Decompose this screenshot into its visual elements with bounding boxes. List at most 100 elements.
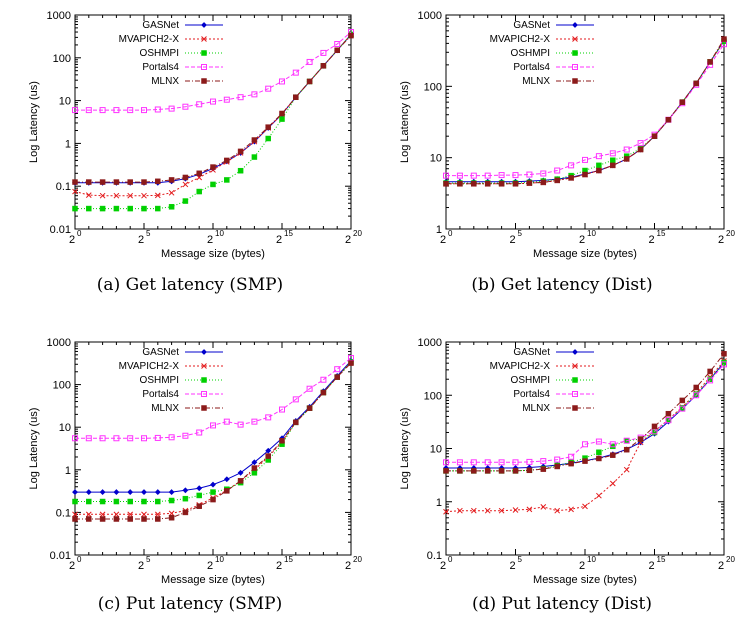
data-point	[155, 205, 161, 212]
data-point	[279, 406, 285, 413]
series-line	[446, 362, 725, 472]
data-point	[596, 167, 602, 174]
data-point	[201, 22, 207, 28]
data-point	[637, 140, 644, 147]
data-point	[196, 188, 202, 195]
data-point	[526, 467, 533, 474]
data-point	[679, 397, 686, 404]
legend-label: GASNet	[142, 347, 179, 358]
data-point	[334, 374, 340, 380]
x-tick-label-base: 2	[648, 234, 654, 246]
y-tick-label: 100	[424, 390, 442, 402]
data-point	[582, 458, 588, 464]
data-point	[224, 177, 230, 183]
data-point	[182, 174, 189, 181]
data-point	[568, 453, 575, 460]
data-point	[224, 488, 230, 494]
data-point	[72, 511, 78, 518]
data-point	[168, 497, 175, 504]
x-tick-label-base: 2	[276, 234, 282, 246]
series-mvapich2-x	[443, 358, 727, 515]
legend-label: MVAPICH2-X	[490, 34, 551, 45]
data-point	[265, 447, 272, 454]
data-point	[498, 507, 505, 514]
data-point	[113, 179, 120, 185]
x-tick-label-base: 2	[648, 560, 654, 572]
data-point	[457, 507, 463, 514]
data-point	[141, 435, 147, 442]
data-point	[572, 50, 578, 56]
x-tick-label-exp: 0	[77, 229, 82, 238]
x-tick-label-exp: 0	[448, 555, 453, 564]
data-point	[320, 376, 327, 383]
data-point	[251, 91, 258, 98]
data-point	[651, 133, 658, 139]
data-point	[113, 435, 120, 442]
x-tick-label-exp: 10	[587, 229, 596, 238]
data-point	[610, 452, 616, 458]
data-point	[665, 117, 672, 123]
data-point	[293, 94, 299, 100]
data-point	[99, 435, 106, 442]
data-point	[201, 64, 207, 70]
data-point	[554, 167, 561, 174]
data-point	[554, 507, 561, 514]
data-point	[168, 204, 175, 210]
data-point	[572, 64, 578, 70]
data-point	[292, 396, 299, 403]
x-tick-label-exp: 5	[518, 555, 523, 564]
data-point	[223, 476, 230, 483]
data-point	[113, 205, 120, 212]
data-point	[306, 58, 313, 65]
data-point	[127, 511, 134, 518]
series-gasnet	[72, 31, 354, 186]
data-point	[224, 157, 230, 164]
y-axis-label: Log Latency (us)	[28, 81, 40, 163]
data-point	[141, 107, 147, 114]
data-point	[127, 435, 134, 442]
data-point	[265, 453, 271, 459]
data-point	[707, 368, 713, 375]
data-point	[86, 516, 92, 522]
data-point	[113, 489, 120, 495]
data-point	[237, 148, 244, 155]
series-portals4	[443, 361, 727, 466]
data-point	[572, 22, 578, 28]
data-point	[334, 366, 341, 373]
panel-caption: (d) Put latency (Dist)	[472, 594, 652, 614]
data-point	[201, 36, 207, 42]
data-point	[292, 69, 299, 76]
data-point	[293, 419, 299, 426]
x-tick-label-base: 2	[138, 560, 144, 572]
data-point	[457, 468, 463, 474]
data-point	[168, 434, 175, 441]
data-point	[623, 156, 630, 162]
y-tick-label: 100	[53, 380, 71, 392]
data-point	[113, 516, 120, 522]
data-point	[498, 172, 505, 179]
data-point	[572, 391, 578, 397]
x-tick-label-exp: 15	[657, 555, 666, 564]
series-line	[446, 40, 725, 184]
data-point	[237, 421, 244, 428]
data-point	[443, 468, 449, 474]
data-point	[279, 110, 285, 117]
data-point	[693, 80, 699, 87]
series-mlnx	[443, 351, 727, 474]
data-point	[99, 192, 106, 199]
y-tick-label: 10	[430, 153, 442, 165]
data-point	[196, 492, 202, 499]
data-point	[470, 172, 477, 179]
y-tick-label: 1000	[47, 337, 71, 349]
data-point	[223, 418, 230, 425]
data-point	[512, 172, 519, 179]
series-gasnet	[72, 357, 354, 495]
data-point	[154, 511, 161, 518]
series-oshmpi	[443, 359, 727, 474]
data-point	[665, 410, 672, 417]
data-point	[251, 154, 258, 160]
data-point	[470, 459, 477, 466]
data-point	[182, 509, 189, 516]
data-point	[99, 511, 106, 518]
